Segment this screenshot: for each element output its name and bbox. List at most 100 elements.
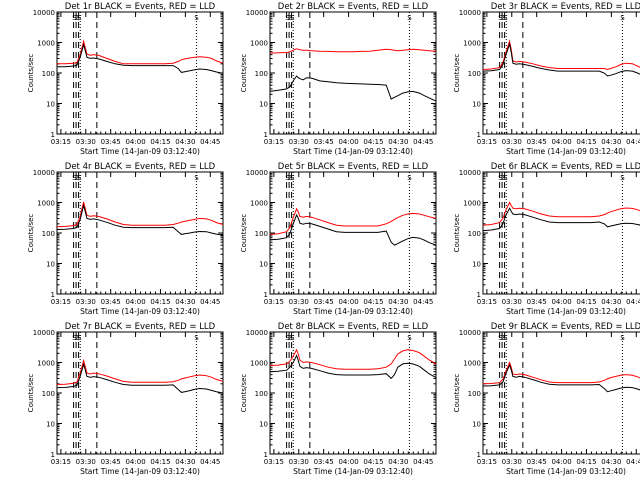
y-tick-label: 100 bbox=[42, 390, 55, 398]
x-tick-label: 03:30 bbox=[289, 298, 309, 306]
events-rate-line bbox=[482, 363, 640, 393]
lld-rate-line bbox=[56, 201, 224, 228]
x-axis-title: Start Time (14-Jan-09 03:12:40) bbox=[80, 307, 200, 316]
event-marker-label: E bbox=[77, 334, 81, 342]
y-axis-title: Counts/sec bbox=[453, 374, 461, 413]
plot-frame bbox=[269, 171, 437, 295]
event-marker-label: S bbox=[407, 174, 412, 182]
x-tick-label: 04:15 bbox=[576, 138, 596, 146]
x-tick-label: 04:45 bbox=[626, 138, 640, 146]
plot-frame bbox=[269, 11, 437, 135]
y-tick-label: 10000 bbox=[459, 329, 481, 337]
x-tick-label: 04:15 bbox=[150, 298, 170, 306]
y-tick-label: 10 bbox=[472, 261, 481, 269]
detector-panel-9: Det 9r BLACK = Events, RED = LLD 1 10 100 10… bbox=[453, 322, 640, 476]
x-tick-label: 04:00 bbox=[125, 458, 145, 466]
x-tick-label: 04:00 bbox=[338, 458, 358, 466]
x-tick-label: 03:15 bbox=[477, 298, 497, 306]
event-marker-label: S bbox=[72, 334, 77, 342]
x-tick-label: 04:45 bbox=[413, 298, 433, 306]
x-tick-label: 03:30 bbox=[76, 298, 96, 306]
y-tick-label: 100 bbox=[42, 70, 55, 78]
x-tick-label: 04:45 bbox=[200, 298, 220, 306]
x-tick-label: 03:15 bbox=[51, 458, 71, 466]
y-tick-label: 1000 bbox=[463, 200, 481, 208]
y-tick-label: 1 bbox=[477, 131, 481, 139]
y-axis-title: Counts/sec bbox=[240, 214, 248, 253]
event-marker-label: 2 bbox=[288, 174, 292, 182]
events-rate-line bbox=[57, 42, 224, 74]
lld-rate-line bbox=[57, 39, 224, 65]
x-tick-label: 04:30 bbox=[601, 138, 621, 146]
event-marker-label: S bbox=[285, 334, 290, 342]
event-marker-label: 2 bbox=[501, 14, 505, 22]
x-tick-label: 03:15 bbox=[477, 138, 497, 146]
event-marker-label: E bbox=[290, 334, 294, 342]
x-tick-label: 04:30 bbox=[175, 298, 195, 306]
x-tick-label: 04:15 bbox=[150, 458, 170, 466]
x-axis-title: Start Time (14-Jan-09 03:12:40) bbox=[506, 307, 626, 316]
y-axis-title: Counts/sec bbox=[453, 54, 461, 93]
events-rate-line bbox=[269, 354, 437, 380]
y-tick-label: 100 bbox=[255, 230, 268, 238]
x-tick-label: 03:15 bbox=[264, 298, 284, 306]
event-marker-label: 2 bbox=[288, 14, 292, 22]
x-tick-label: 04:15 bbox=[363, 138, 383, 146]
y-tick-label: 10000 bbox=[33, 329, 55, 337]
x-tick-label: 03:45 bbox=[101, 298, 121, 306]
y-tick-label: 1000 bbox=[250, 40, 268, 48]
x-tick-label: 04:45 bbox=[200, 138, 220, 146]
y-tick-label: 100 bbox=[255, 70, 268, 78]
event-marker-label: 2 bbox=[75, 334, 79, 342]
x-tick-label: 03:15 bbox=[264, 138, 284, 146]
y-tick-label: 1000 bbox=[250, 360, 268, 368]
x-tick-label: 03:45 bbox=[527, 138, 547, 146]
x-axis-title: Start Time (14-Jan-09 03:12:40) bbox=[80, 467, 200, 476]
y-tick-label: 1 bbox=[264, 451, 268, 459]
y-tick-label: 1 bbox=[264, 131, 268, 139]
x-tick-label: 03:15 bbox=[477, 458, 497, 466]
panel-title: Det 7r BLACK = Events, RED = LLD bbox=[65, 322, 216, 332]
x-tick-label: 03:30 bbox=[502, 138, 522, 146]
x-tick-label: 04:30 bbox=[601, 458, 621, 466]
detector-panel-1: Det 1r BLACK = Events, RED = LLD 1 10 100 10… bbox=[27, 2, 224, 156]
x-tick-label: 03:15 bbox=[51, 298, 71, 306]
y-tick-label: 1 bbox=[477, 451, 481, 459]
x-tick-label: 03:45 bbox=[101, 138, 121, 146]
y-tick-label: 10000 bbox=[33, 9, 55, 17]
event-marker-label: S bbox=[194, 334, 199, 342]
x-tick-label: 04:45 bbox=[413, 458, 433, 466]
y-tick-label: 10000 bbox=[459, 9, 481, 17]
event-marker-label: S bbox=[407, 334, 412, 342]
lld-rate-line bbox=[56, 358, 224, 385]
x-tick-label: 04:45 bbox=[626, 298, 640, 306]
event-marker-label: E bbox=[503, 14, 507, 22]
event-marker-label: 2 bbox=[75, 14, 79, 22]
y-tick-label: 10000 bbox=[33, 169, 55, 177]
event-marker-label: S bbox=[620, 14, 625, 22]
event-marker-label: E bbox=[290, 14, 294, 22]
event-marker-label: 2 bbox=[75, 174, 79, 182]
plot-frame bbox=[56, 11, 224, 135]
x-tick-label: 03:30 bbox=[502, 458, 522, 466]
events-rate-line bbox=[482, 207, 640, 232]
x-tick-label: 03:45 bbox=[314, 458, 334, 466]
x-axis-title: Start Time (14-Jan-09 03:12:40) bbox=[506, 467, 626, 476]
event-marker-label: S bbox=[498, 174, 503, 182]
x-tick-label: 04:30 bbox=[175, 458, 195, 466]
x-tick-label: 03:30 bbox=[289, 138, 309, 146]
x-tick-label: 03:45 bbox=[314, 298, 334, 306]
x-tick-label: 04:00 bbox=[338, 298, 358, 306]
x-tick-label: 04:45 bbox=[413, 138, 433, 146]
y-tick-label: 1000 bbox=[250, 200, 268, 208]
detector-panel-8: Det 8r BLACK = Events, RED = LLD 1 10 100 10… bbox=[240, 322, 437, 476]
x-tick-label: 04:00 bbox=[125, 298, 145, 306]
y-tick-label: 10 bbox=[46, 101, 55, 109]
events-rate-line bbox=[56, 203, 224, 236]
y-axis-title: Counts/sec bbox=[27, 374, 35, 413]
y-tick-label: 10000 bbox=[246, 169, 268, 177]
event-marker-label: E bbox=[503, 334, 507, 342]
x-tick-label: 04:00 bbox=[125, 138, 145, 146]
y-tick-label: 1000 bbox=[37, 200, 55, 208]
y-tick-label: 1000 bbox=[463, 40, 481, 48]
